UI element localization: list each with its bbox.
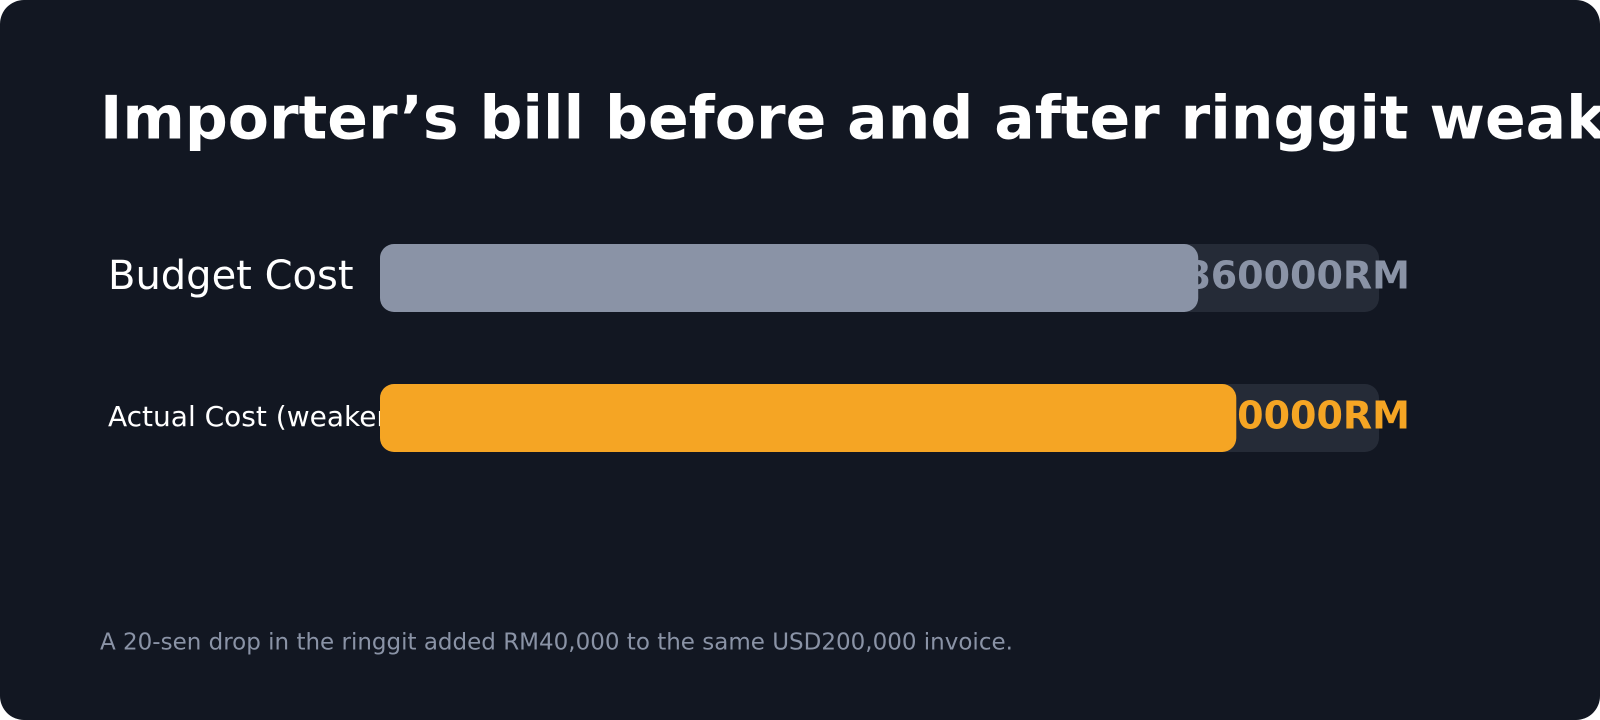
chart-title: Importer’s bill before and after ringgit…	[100, 84, 1600, 154]
category-label: Budget Cost	[108, 253, 354, 299]
footnote: A 20-sen drop in the ringgit added RM40,…	[100, 630, 1013, 656]
bar	[380, 384, 1237, 452]
bar	[380, 244, 1199, 312]
value-label: 860000RM	[1184, 254, 1410, 298]
